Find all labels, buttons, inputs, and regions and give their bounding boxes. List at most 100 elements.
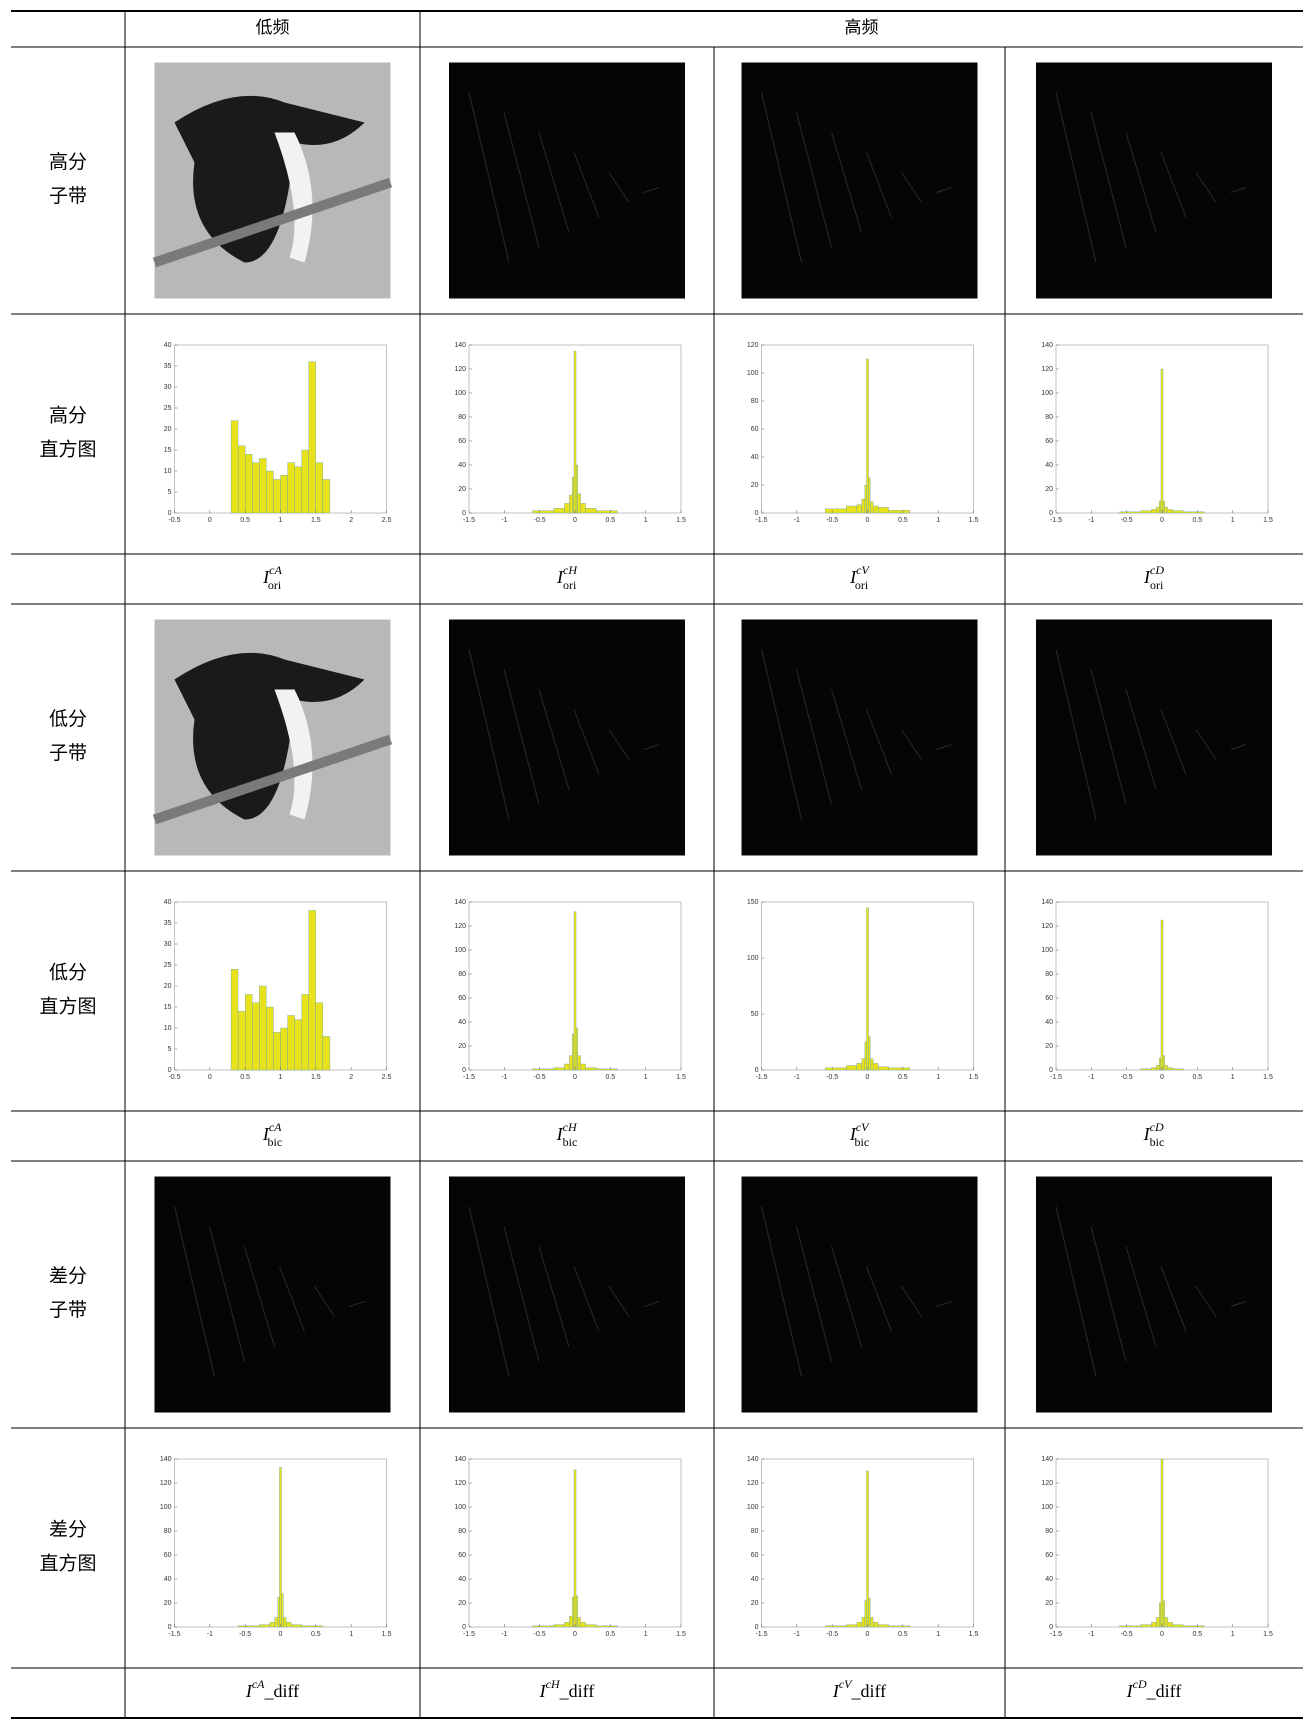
histogram-bar: [572, 476, 575, 514]
histogram-bar: [553, 1067, 565, 1071]
histogram-bar: [1183, 1625, 1205, 1628]
histogram-bar: [1162, 1055, 1165, 1071]
subband-image: [449, 619, 685, 856]
histogram-bar: [1160, 919, 1164, 1071]
image-detail: [866, 1266, 892, 1332]
x-tick-label: 0: [573, 1074, 577, 1081]
caption: IcH ori: [556, 563, 578, 592]
image-detail: [608, 729, 630, 760]
caption-suffix: _diff: [263, 1681, 299, 1701]
subband-image: [741, 62, 978, 299]
histogram-bar: [572, 1596, 575, 1628]
caption-base: I: [539, 1681, 547, 1701]
y-tick-label: 5: [168, 1046, 172, 1053]
row-label: 高分: [49, 404, 87, 426]
y-tick-label: 100: [160, 1504, 172, 1511]
image-detail: [573, 1266, 600, 1332]
y-tick-label: 80: [751, 1528, 759, 1535]
histogram-bar: [1160, 1458, 1164, 1628]
y-tick-label: 60: [1045, 995, 1053, 1002]
y-tick-label: 80: [1045, 414, 1053, 421]
image-detail: [1195, 1286, 1217, 1317]
x-tick-label: -1.5: [755, 517, 767, 524]
caption-sub: bic: [267, 1135, 282, 1149]
x-tick-label: -1: [794, 517, 800, 524]
image-detail: [901, 172, 922, 203]
caption-base: I: [849, 1124, 857, 1144]
y-tick-label: 120: [454, 366, 466, 373]
histogram-bar: [873, 505, 879, 514]
image-detail: [1230, 1301, 1247, 1307]
y-tick-label: 40: [1045, 1019, 1053, 1026]
histogram-bar: [553, 1624, 565, 1628]
y-tick-label: 80: [458, 1528, 466, 1535]
histogram-bar: [585, 508, 597, 514]
histogram-bar: [596, 510, 618, 514]
image-detail: [796, 1226, 832, 1362]
caption-base: I: [556, 567, 564, 587]
histogram-bar: [873, 1622, 879, 1628]
subband-image: [1036, 62, 1272, 299]
y-tick-label: 100: [747, 1504, 759, 1511]
y-tick-label: 0: [168, 510, 172, 517]
image-detail: [761, 92, 802, 263]
image-detail: [279, 1266, 305, 1332]
image-detail: [538, 132, 570, 233]
image-detail: [503, 669, 540, 805]
image-detail: [349, 1301, 365, 1307]
x-tick-label: 1: [644, 517, 648, 524]
y-tick-label: 140: [747, 1456, 759, 1463]
histogram-bar: [1156, 1617, 1160, 1628]
caption-suffix: _diff: [850, 1681, 886, 1701]
y-tick-label: 20: [164, 426, 172, 433]
x-tick-label: 1: [1231, 1631, 1235, 1638]
subband-image: [1036, 1176, 1272, 1413]
y-tick-label: 60: [458, 1552, 466, 1559]
x-tick-label: 2: [349, 1074, 353, 1081]
histogram-bar: [1151, 1067, 1157, 1071]
y-tick-label: 20: [458, 1043, 466, 1050]
histogram-bar: [315, 462, 324, 514]
histogram-bar: [1164, 1617, 1168, 1628]
y-tick-label: 15: [164, 447, 172, 454]
x-tick-label: -1: [1088, 1074, 1094, 1081]
histogram-bar: [585, 1624, 597, 1628]
histogram-bar: [301, 1625, 324, 1628]
y-tick-label: 100: [1041, 1504, 1053, 1511]
x-tick-label: 0.5: [898, 517, 908, 524]
y-tick-label: 80: [1045, 1528, 1053, 1535]
image-detail: [866, 709, 892, 775]
caption-base: I: [262, 1124, 270, 1144]
image-detail: [1090, 669, 1127, 805]
histogram-bar: [573, 1469, 577, 1628]
histogram-bar: [287, 462, 295, 514]
histogram-bar: [266, 470, 274, 514]
image-detail: [503, 112, 540, 248]
y-tick-label: 140: [1041, 342, 1053, 349]
caption-sup: cH: [563, 1120, 578, 1134]
x-tick-label: -1.5: [1050, 1074, 1062, 1081]
histogram-bar: [294, 466, 302, 514]
caption-base: I: [832, 1681, 840, 1701]
y-tick-label: 80: [1045, 971, 1053, 978]
y-tick-label: 20: [1045, 1043, 1053, 1050]
caption-sup: cV: [839, 1677, 853, 1691]
histogram-bar: [585, 1067, 597, 1071]
histogram-bar: [564, 503, 570, 514]
histogram-bar: [281, 1593, 284, 1628]
histogram-bar: [846, 1065, 858, 1071]
x-tick-label: 1: [1231, 517, 1235, 524]
y-tick-label: 60: [751, 1552, 759, 1559]
histogram-bar: [259, 458, 267, 514]
image-detail: [274, 689, 313, 820]
x-tick-label: -1.5: [463, 517, 475, 524]
x-tick-label: -1.5: [1050, 1631, 1062, 1638]
y-tick-label: 10: [164, 1025, 172, 1032]
caption-base: I: [556, 1124, 564, 1144]
row-label: 差分: [49, 1518, 87, 1540]
histogram-bar: [1167, 1067, 1173, 1071]
y-tick-label: 140: [1041, 1456, 1053, 1463]
y-tick-label: 25: [164, 962, 172, 969]
x-tick-label: 0: [573, 1631, 577, 1638]
histogram-bar: [575, 1595, 578, 1628]
